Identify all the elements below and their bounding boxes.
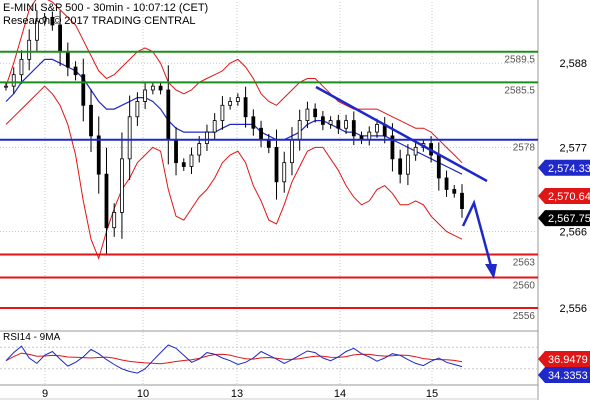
x-tick-label: 9 [42,388,48,400]
forecast-path [461,199,493,267]
price-tag-box [538,367,590,383]
candle-body [27,39,32,60]
candle-body [89,104,93,137]
candle-body [104,173,109,229]
rsi-panel: RSI14 - 9MA [0,332,538,374]
candle-body [413,146,418,156]
candle-body [305,108,310,121]
candle-body [166,89,171,141]
down-arrow-icon [485,264,497,279]
trendline [315,85,488,183]
candle-body [42,16,47,22]
y-tick-label: 2,566 [559,227,587,239]
candle-body [235,97,240,102]
candle-body [336,120,341,129]
candle-body [297,120,302,141]
candle-body [35,20,39,41]
candle-body [452,189,457,194]
x-tick-label: 15 [426,388,438,400]
candle-body [320,116,325,125]
candle-body [158,85,163,91]
level-label: 2578 [513,143,536,154]
candle-body [375,124,379,133]
x-tick-label: 14 [334,388,346,400]
candle-body [405,154,410,175]
y-tick-label: 2,556 [559,303,587,315]
chart-source: Research © 2017 TRADING CENTRAL [3,15,196,27]
candle-body [58,24,63,53]
candle-body [220,104,225,121]
candle-body [143,89,148,102]
x-tick-label: 13 [231,388,243,400]
candle-body [313,108,318,118]
candle-body [73,66,78,76]
candle-body [96,135,101,175]
price-tag-label: 2,567.75 [548,213,590,225]
rsi-title: RSI14 - 9MA [3,332,61,343]
candle-body [251,116,256,129]
price-tag-box [538,159,590,176]
price-tags: 2,574.33 2,570.64 2,567.75 36.9479 34.3353 [538,159,590,383]
price-tag-label: 2,574.33 [548,163,590,175]
candle-body [266,139,271,148]
upper-band-line [5,0,463,164]
candle-body [135,101,140,118]
candle-body [4,85,8,88]
candle-body [243,97,248,118]
candle-body [197,143,202,156]
level-label: 2563 [513,257,536,268]
y-tick-label: 2,588 [559,58,587,70]
candle-body [127,116,132,160]
y-tick-label: 2,577 [559,142,587,154]
candle-body [11,74,16,87]
candle-body [189,154,194,167]
support-resistance-levels: 2589.5 2585.5 2578 2563 2560 2556 [0,50,538,322]
candle-body [274,146,279,183]
price-tag-label: 34.3353 [548,370,588,382]
candle-body [174,139,178,164]
candle-body [181,162,186,167]
candle-body [81,74,86,106]
level-label: 2589.5 [504,55,535,66]
candle-body [150,85,155,91]
x-tick-label: 10 [137,388,149,400]
candle-body [436,154,441,179]
axis-labels: 2,588 2,577 2,566 2,556 9 10 13 14 15 [42,58,587,400]
price-tag-box [538,188,590,205]
candle-body [351,120,356,137]
candle-body [290,139,294,164]
level-label: 2560 [513,280,536,291]
candle-body [19,58,24,76]
grid [0,2,538,385]
chart-title: E-MINI S&P 500 - 30min - 10:07:12 (CET) [3,2,209,14]
candle-body [205,131,209,144]
candle-body [344,120,348,129]
candle-body [112,212,117,229]
candle-body [282,162,287,183]
candle-body [212,120,217,133]
candle-body [460,192,464,209]
price-tag-label: 36.9479 [548,354,588,366]
price-tag-box [538,210,590,227]
price-tag-box [538,351,590,367]
level-label: 2556 [513,311,536,322]
candle-body [120,158,124,213]
candle-body [50,16,55,26]
candles [4,10,464,255]
price-tag-label: 2,570.64 [548,191,590,203]
candle-body [367,131,372,141]
candle-body [444,177,449,190]
candle-body [259,127,263,141]
candle-body [328,120,333,125]
candle-body [228,101,233,106]
lower-band-line [5,85,463,260]
rsi-line [5,344,463,374]
candle-body [65,51,70,68]
candle-body [398,158,403,175]
candle-body [390,135,395,160]
trend-annotations [315,85,497,279]
level-label: 2585.5 [504,85,535,96]
